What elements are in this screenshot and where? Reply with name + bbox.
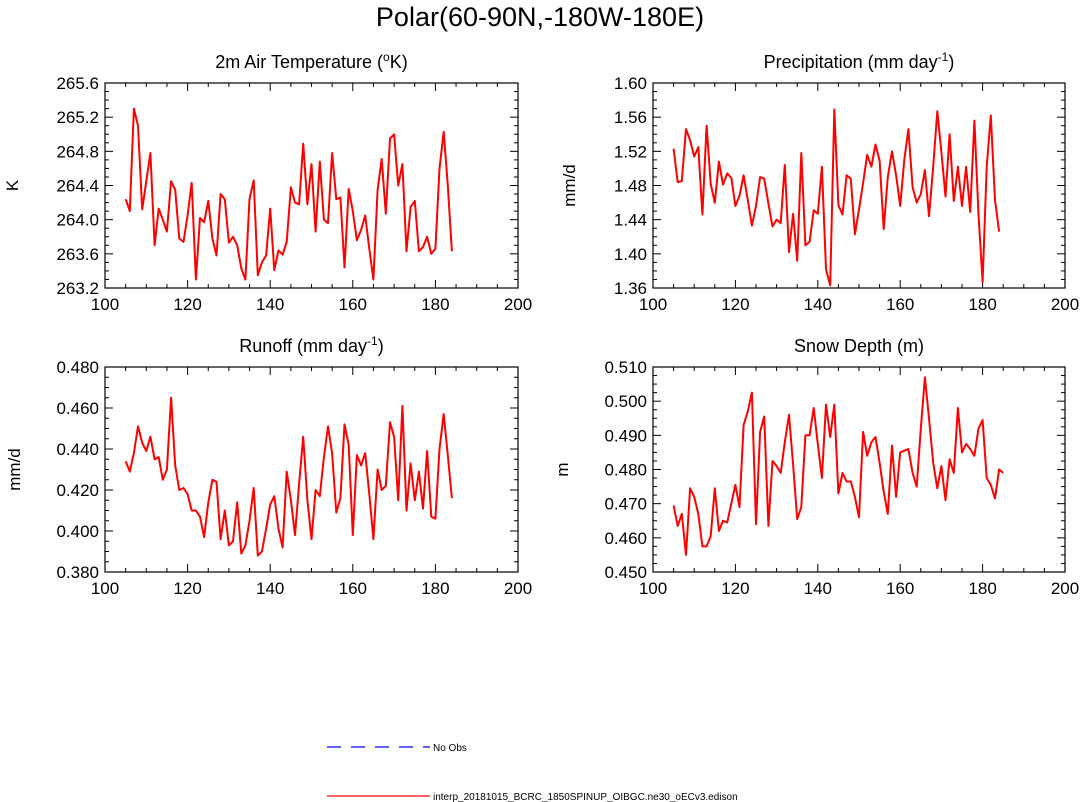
x-tick-label: 200 bbox=[504, 579, 532, 598]
legend-label: No Obs bbox=[433, 743, 467, 754]
y-tick-label: 0.380 bbox=[56, 563, 99, 582]
x-tick-label: 180 bbox=[421, 579, 449, 598]
y-axis-label: K bbox=[3, 179, 22, 191]
y-tick-label: 264.8 bbox=[56, 142, 99, 161]
x-tick-label: 200 bbox=[1051, 579, 1079, 598]
y-tick-label: 1.48 bbox=[614, 177, 647, 196]
panel-title: Runoff (mm day-1) bbox=[239, 334, 383, 356]
y-axis-label: mm/d bbox=[560, 164, 579, 207]
y-tick-label: 0.480 bbox=[604, 461, 647, 480]
chart-panel-1: 2m Air Temperature (oK) K 100 120 140 160 180 2… bbox=[3, 50, 532, 314]
series-line-1 bbox=[672, 108, 1001, 287]
legend: No Obs interp_20181015_BCRC_1850SPINUP_OI… bbox=[327, 743, 738, 802]
x-tick-label: 200 bbox=[1051, 295, 1079, 314]
x-tick-label: 160 bbox=[886, 295, 914, 314]
x-tick-label: 160 bbox=[886, 579, 914, 598]
y-tick-label: 0.450 bbox=[604, 563, 647, 582]
y-tick-label: 0.490 bbox=[604, 426, 647, 445]
plot-frame bbox=[104, 82, 519, 289]
chart-panel-3: Runoff (mm day-1) mm/d 100 120 140 160 180 200 0… bbox=[5, 334, 532, 598]
y-tick-label: 1.60 bbox=[614, 74, 647, 93]
x-tick-label: 140 bbox=[256, 295, 284, 314]
x-tick-label: 100 bbox=[91, 579, 119, 598]
y-axis-label: m bbox=[553, 462, 572, 476]
x-tick-label: 140 bbox=[804, 579, 832, 598]
panel-title: 2m Air Temperature (oK) bbox=[215, 50, 407, 72]
panel-title: Snow Depth (m) bbox=[794, 336, 924, 356]
x-tick-label: 200 bbox=[504, 295, 532, 314]
chart-panel-2: Precipitation (mm day-1) mm/d 100 120 140 160… bbox=[560, 50, 1079, 314]
x-tick-label: 180 bbox=[968, 295, 996, 314]
legend-item-2: interp_20181015_BCRC_1850SPINUP_OIBGC.ne… bbox=[327, 792, 738, 802]
x-tick-label: 120 bbox=[173, 579, 201, 598]
y-tick-label: 0.460 bbox=[56, 399, 99, 418]
y-tick-label: 265.6 bbox=[56, 74, 99, 93]
legend-item-1: No Obs bbox=[327, 743, 467, 754]
plot-frame bbox=[652, 82, 1066, 289]
y-tick-label: 0.500 bbox=[604, 392, 647, 411]
series-line-1 bbox=[672, 376, 1004, 556]
legend-label: interp_20181015_BCRC_1850SPINUP_OIBGC.ne… bbox=[433, 792, 738, 802]
y-tick-label: 1.44 bbox=[614, 211, 647, 230]
y-tick-label: 264.4 bbox=[56, 177, 99, 196]
plot-frame bbox=[652, 366, 1066, 573]
y-tick-label: 0.400 bbox=[56, 522, 99, 541]
y-tick-label: 0.510 bbox=[604, 358, 647, 377]
y-tick-label: 1.40 bbox=[614, 245, 647, 264]
y-tick-label: 263.6 bbox=[56, 245, 99, 264]
y-tick-label: 265.2 bbox=[56, 108, 99, 127]
panel-title: Precipitation (mm day-1) bbox=[764, 50, 955, 72]
y-tick-label: 1.52 bbox=[614, 142, 647, 161]
y-axis-label: mm/d bbox=[5, 448, 24, 491]
y-tick-label: 1.36 bbox=[614, 279, 647, 298]
x-tick-label: 160 bbox=[339, 295, 367, 314]
x-tick-label: 140 bbox=[256, 579, 284, 598]
x-tick-label: 100 bbox=[91, 295, 119, 314]
series-line-1 bbox=[124, 107, 453, 281]
x-tick-label: 120 bbox=[721, 295, 749, 314]
x-tick-label: 120 bbox=[721, 579, 749, 598]
series-line-1 bbox=[124, 396, 453, 557]
figure-title: Polar(60-90N,-180W-180E) bbox=[375, 2, 705, 32]
y-tick-label: 0.420 bbox=[56, 481, 99, 500]
y-tick-label: 0.440 bbox=[56, 440, 99, 459]
x-tick-label: 160 bbox=[339, 579, 367, 598]
x-tick-label: 100 bbox=[639, 295, 667, 314]
y-tick-label: 264.0 bbox=[56, 211, 99, 230]
y-tick-label: 0.470 bbox=[604, 495, 647, 514]
y-tick-label: 263.2 bbox=[56, 279, 99, 298]
chart-panel-4: Snow Depth (m) m 100 120 140 160 180 200 0.450 0.… bbox=[553, 336, 1079, 598]
x-tick-label: 180 bbox=[968, 579, 996, 598]
y-tick-label: 1.56 bbox=[614, 108, 647, 127]
y-tick-label: 0.460 bbox=[604, 529, 647, 548]
x-tick-label: 100 bbox=[639, 579, 667, 598]
y-tick-label: 0.480 bbox=[56, 358, 99, 377]
x-tick-label: 180 bbox=[421, 295, 449, 314]
x-tick-label: 120 bbox=[173, 295, 201, 314]
x-tick-label: 140 bbox=[804, 295, 832, 314]
